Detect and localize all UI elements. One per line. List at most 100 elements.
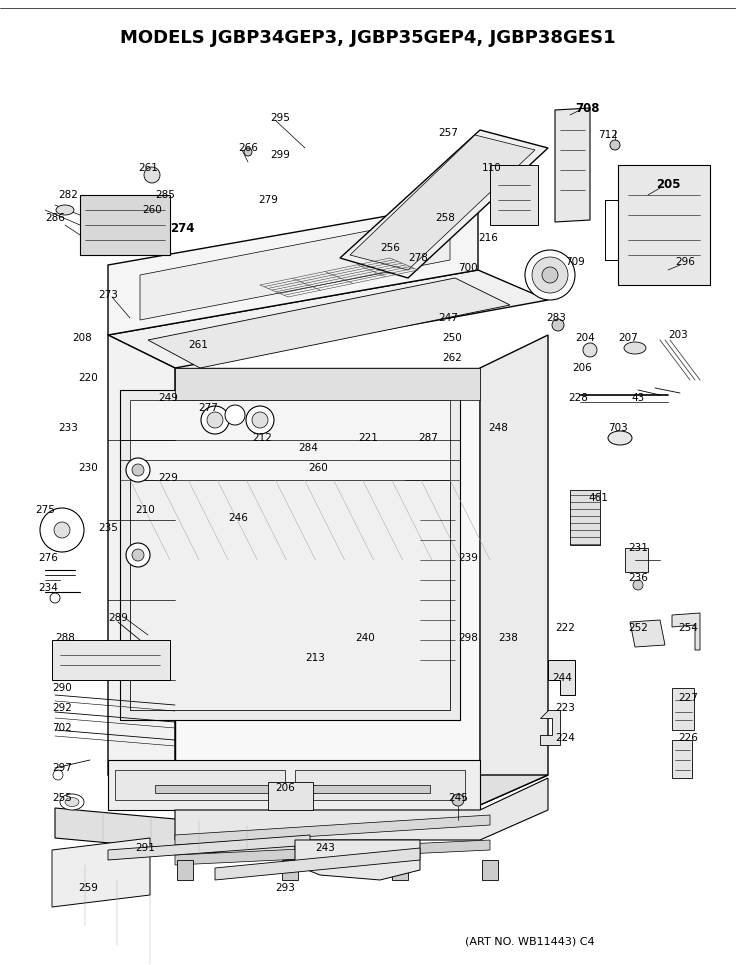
Circle shape (132, 549, 144, 561)
Text: 43: 43 (631, 393, 645, 403)
Polygon shape (55, 808, 295, 860)
Text: 228: 228 (568, 393, 588, 403)
Polygon shape (570, 490, 600, 545)
Text: 204: 204 (575, 333, 595, 343)
Bar (177, 860, 193, 880)
Circle shape (225, 405, 245, 425)
Circle shape (126, 458, 150, 482)
Polygon shape (350, 135, 535, 270)
Text: 220: 220 (78, 373, 98, 383)
Text: 245: 245 (448, 793, 468, 803)
Polygon shape (260, 258, 418, 297)
Polygon shape (175, 368, 480, 805)
Text: 293: 293 (275, 883, 295, 893)
Circle shape (633, 580, 643, 590)
Text: 210: 210 (135, 505, 155, 515)
Text: 287: 287 (418, 433, 438, 443)
Text: 250: 250 (442, 333, 462, 343)
Text: 258: 258 (435, 213, 455, 223)
Text: 266: 266 (238, 143, 258, 153)
Text: 246: 246 (228, 513, 248, 523)
Circle shape (610, 140, 620, 150)
Polygon shape (80, 195, 170, 255)
Text: 709: 709 (565, 257, 585, 267)
Polygon shape (175, 778, 548, 840)
Text: 283: 283 (546, 313, 566, 323)
Polygon shape (540, 710, 560, 745)
Text: 207: 207 (618, 333, 638, 343)
Bar (115, 770, 285, 800)
Circle shape (40, 508, 84, 552)
Polygon shape (108, 335, 175, 805)
Polygon shape (108, 775, 548, 805)
Text: 206: 206 (275, 783, 295, 793)
Text: 273: 273 (98, 290, 118, 300)
Text: 702: 702 (52, 723, 72, 733)
Text: 243: 243 (315, 843, 335, 853)
Circle shape (252, 412, 268, 428)
Circle shape (452, 794, 464, 806)
Text: 289: 289 (108, 613, 128, 623)
Polygon shape (52, 838, 150, 907)
Ellipse shape (65, 797, 79, 807)
Text: 276: 276 (38, 553, 58, 563)
Text: 222: 222 (555, 623, 575, 633)
Text: 291: 291 (135, 843, 155, 853)
Text: 234: 234 (38, 583, 58, 593)
Text: 259: 259 (78, 883, 98, 893)
Circle shape (132, 464, 144, 476)
Text: 282: 282 (58, 190, 78, 200)
Polygon shape (175, 815, 490, 845)
Text: 296: 296 (675, 257, 695, 267)
Circle shape (532, 257, 568, 293)
Circle shape (246, 406, 274, 434)
Text: 110: 110 (482, 163, 502, 173)
Text: 203: 203 (668, 330, 688, 340)
Bar (310, 785, 430, 793)
Circle shape (542, 267, 558, 283)
Text: 252: 252 (628, 623, 648, 633)
Text: 299: 299 (270, 150, 290, 160)
Text: MODELS JGBP34GEP3, JGBP35GEP4, JGBP38GES1: MODELS JGBP34GEP3, JGBP35GEP4, JGBP38GES… (120, 29, 616, 47)
Bar (155, 785, 315, 793)
Polygon shape (130, 400, 450, 710)
Polygon shape (108, 760, 480, 810)
Text: 206: 206 (572, 363, 592, 373)
Text: 227: 227 (678, 693, 698, 703)
Bar (268, 782, 313, 810)
Circle shape (583, 343, 597, 357)
Text: 703: 703 (608, 423, 628, 433)
Ellipse shape (60, 794, 84, 810)
Bar (482, 860, 498, 880)
Text: 278: 278 (408, 253, 428, 263)
Ellipse shape (608, 431, 632, 445)
Circle shape (54, 522, 70, 538)
Text: 254: 254 (678, 623, 698, 633)
Bar (490, 165, 538, 225)
Text: 229: 229 (158, 473, 178, 483)
Polygon shape (108, 270, 548, 368)
Polygon shape (480, 335, 548, 805)
Bar (392, 860, 408, 880)
Bar (282, 860, 298, 880)
Text: 277: 277 (198, 403, 218, 413)
Circle shape (201, 406, 229, 434)
Text: 212: 212 (252, 433, 272, 443)
Text: 288: 288 (55, 633, 75, 643)
Text: 216: 216 (478, 233, 498, 243)
Text: 208: 208 (72, 333, 92, 343)
Text: 235: 235 (98, 523, 118, 533)
Text: 238: 238 (498, 633, 518, 643)
Text: 700: 700 (459, 263, 478, 273)
Bar (672, 740, 692, 778)
Text: 256: 256 (380, 243, 400, 253)
Circle shape (126, 543, 150, 567)
Text: 260: 260 (308, 463, 328, 473)
Text: 236: 236 (628, 573, 648, 583)
Polygon shape (672, 613, 700, 650)
Ellipse shape (56, 205, 74, 215)
Polygon shape (548, 660, 575, 695)
Text: 708: 708 (576, 101, 601, 115)
Circle shape (207, 412, 223, 428)
Text: 279: 279 (258, 195, 278, 205)
